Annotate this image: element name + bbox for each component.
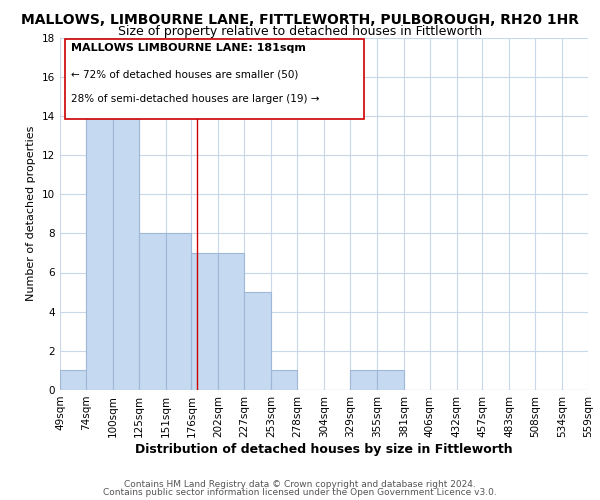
Bar xyxy=(271,370,297,390)
Bar xyxy=(166,234,191,390)
Bar xyxy=(350,370,377,390)
Y-axis label: Number of detached properties: Number of detached properties xyxy=(26,126,37,302)
Text: Size of property relative to detached houses in Fittleworth: Size of property relative to detached ho… xyxy=(118,25,482,38)
Text: Contains HM Land Registry data © Crown copyright and database right 2024.: Contains HM Land Registry data © Crown c… xyxy=(124,480,476,489)
Bar xyxy=(86,116,113,390)
Bar xyxy=(139,234,166,390)
Text: Contains public sector information licensed under the Open Government Licence v3: Contains public sector information licen… xyxy=(103,488,497,497)
Text: MALLOWS LIMBOURNE LANE: 181sqm: MALLOWS LIMBOURNE LANE: 181sqm xyxy=(71,43,305,53)
Bar xyxy=(60,370,86,390)
Bar xyxy=(377,370,404,390)
Text: MALLOWS, LIMBOURNE LANE, FITTLEWORTH, PULBOROUGH, RH20 1HR: MALLOWS, LIMBOURNE LANE, FITTLEWORTH, PU… xyxy=(21,12,579,26)
Bar xyxy=(191,253,218,390)
Text: 28% of semi-detached houses are larger (19) →: 28% of semi-detached houses are larger (… xyxy=(71,94,319,104)
Bar xyxy=(113,96,139,390)
FancyBboxPatch shape xyxy=(65,40,364,118)
Text: ← 72% of detached houses are smaller (50): ← 72% of detached houses are smaller (50… xyxy=(71,69,298,79)
X-axis label: Distribution of detached houses by size in Fittleworth: Distribution of detached houses by size … xyxy=(135,442,513,456)
Bar xyxy=(218,253,244,390)
Bar xyxy=(244,292,271,390)
